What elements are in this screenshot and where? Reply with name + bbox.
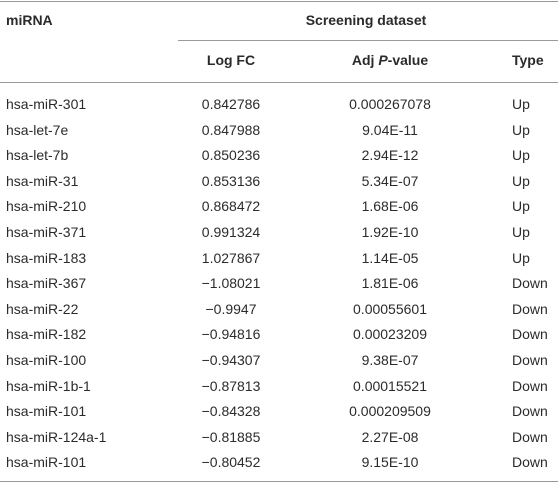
adjp-cell: 2.27E-08 <box>361 428 419 445</box>
adjp-cell: 9.15E-10 <box>361 454 419 471</box>
header-text-part: Adj <box>351 52 379 68</box>
logfc-cell: 0.868472 <box>201 198 261 215</box>
logfc-cell: −0.81885 <box>201 428 261 445</box>
adjp-cell: 5.34E-07 <box>361 172 419 189</box>
mirna-cell: hsa-miR-31 <box>6 172 79 189</box>
type-cell: Up <box>512 121 530 138</box>
type-cell: Down <box>512 428 548 445</box>
type-cell: Down <box>512 352 548 368</box>
header-mirna: miRNA <box>6 12 53 28</box>
logfc-cell: −0.84328 <box>201 403 261 420</box>
logfc-cell: −0.94307 <box>201 352 261 368</box>
header-text-part: -value <box>387 52 429 68</box>
mirna-cell: hsa-miR-1b-1 <box>6 377 91 394</box>
mirna-cell: hsa-miR-301 <box>6 96 87 112</box>
logfc-cell: −0.80452 <box>201 454 261 471</box>
type-cell: Up <box>512 172 530 189</box>
header-group: Screening dataset <box>305 12 427 28</box>
mirna-cell: hsa-let-7b <box>6 147 69 164</box>
logfc-cell: 1.027867 <box>201 249 261 266</box>
adjp-cell: 2.94E-12 <box>361 147 419 164</box>
type-cell: Down <box>512 300 548 317</box>
type-cell: Down <box>512 326 548 343</box>
header-logfc: Log FC <box>206 52 256 68</box>
mirna-cell: hsa-miR-371 <box>6 224 87 240</box>
bottom-rule <box>0 481 558 482</box>
mirna-cell: hsa-miR-124a-1 <box>6 428 107 445</box>
mirna-cell: hsa-miR-100 <box>6 352 87 368</box>
mirna-cell: hsa-let-7e <box>6 121 69 138</box>
adjp-cell: 9.38E-07 <box>361 352 419 368</box>
logfc-cell: 0.847988 <box>201 121 261 138</box>
adjp-cell: 1.92E-10 <box>361 224 419 240</box>
header-adjp: Adj P-value <box>352 51 428 69</box>
mirna-cell: hsa-miR-101 <box>6 454 87 471</box>
header-type: Type <box>512 52 544 68</box>
adjp-cell: 9.04E-11 <box>362 121 418 138</box>
mirna-cell: hsa-miR-367 <box>6 275 87 292</box>
logfc-cell: 0.850236 <box>201 147 261 164</box>
mirna-cell: hsa-miR-182 <box>6 326 87 343</box>
mirna-cell: hsa-miR-210 <box>6 198 87 215</box>
type-cell: Down <box>512 403 548 420</box>
logfc-cell: −1.08021 <box>201 275 261 292</box>
adjp-cell: 0.000209509 <box>349 403 431 420</box>
logfc-cell: −0.87813 <box>201 377 261 394</box>
mirna-cell: hsa-miR-183 <box>6 249 87 266</box>
adjp-cell: 1.68E-06 <box>361 198 419 215</box>
logfc-cell: 0.853136 <box>201 172 261 189</box>
top-rule <box>0 1 558 2</box>
logfc-cell: −0.9947 <box>205 300 257 317</box>
type-cell: Up <box>512 198 530 215</box>
type-cell: Down <box>512 454 548 471</box>
adjp-cell: 1.81E-06 <box>361 275 419 292</box>
adjp-cell: 0.00023209 <box>353 326 427 343</box>
adjp-cell: 0.00055601 <box>353 300 427 317</box>
type-cell: Up <box>512 249 530 266</box>
adjp-cell: 0.000267078 <box>349 96 431 112</box>
logfc-cell: 0.842786 <box>201 96 261 112</box>
type-cell: Up <box>512 96 530 112</box>
group-rule <box>178 40 558 41</box>
logfc-cell: −0.94816 <box>201 326 261 343</box>
header-text-part: P <box>378 52 388 68</box>
logfc-cell: 0.991324 <box>201 224 261 240</box>
adjp-cell: 1.14E-05 <box>361 249 419 266</box>
type-cell: Up <box>512 147 530 164</box>
adjp-cell: 0.00015521 <box>353 377 427 394</box>
mirna-cell: hsa-miR-22 <box>6 300 79 317</box>
header-rule <box>0 82 558 83</box>
type-cell: Down <box>512 377 548 394</box>
type-cell: Up <box>512 224 530 240</box>
mirna-cell: hsa-miR-101 <box>6 403 87 420</box>
type-cell: Down <box>512 275 548 292</box>
